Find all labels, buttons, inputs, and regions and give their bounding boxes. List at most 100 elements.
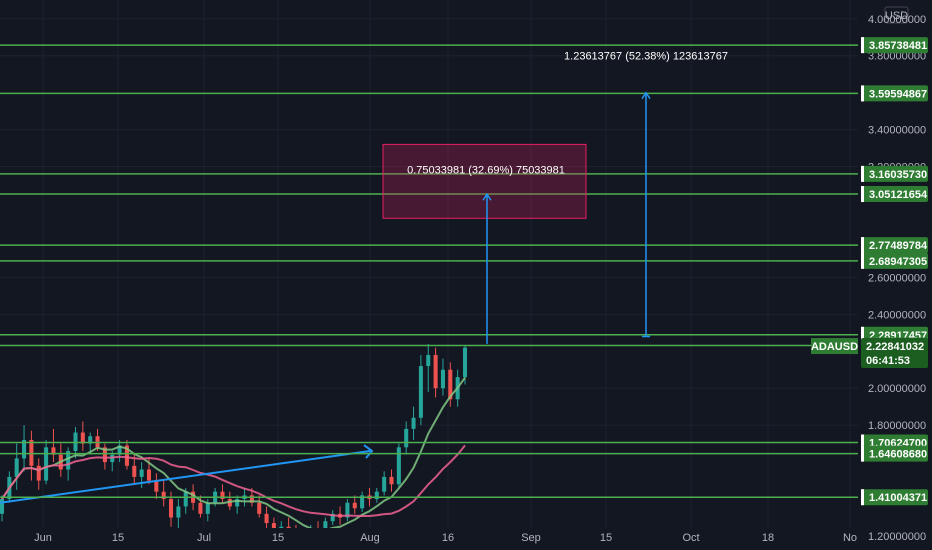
price-tick-label: 1.80000000 (868, 420, 926, 432)
price-level-tag (861, 85, 928, 102)
candle-body (235, 499, 240, 507)
price-level-tag-marker (861, 445, 864, 462)
last-price-tag (861, 338, 928, 369)
candle-body (124, 445, 129, 466)
price-level-tag-marker (861, 186, 864, 203)
candle-body (220, 491, 225, 500)
price-level-tag (861, 165, 928, 182)
measure-label: 0.75033981 (32.69%) 75033981 (407, 164, 565, 176)
measure-arrow-2-head (641, 91, 651, 100)
candle-body (102, 447, 107, 463)
time-tick-label: Jun (34, 532, 52, 544)
candle-body (389, 476, 394, 485)
price-level-label: 3.16035730 (869, 169, 927, 181)
candle-body (22, 439, 27, 459)
symbol-label: ADAUSD (811, 341, 858, 353)
candle-body (132, 465, 137, 477)
candle-body (44, 447, 49, 481)
price-level-tag-marker (861, 252, 864, 269)
candle-body (264, 513, 269, 524)
candle-body (0, 499, 5, 514)
candle-body (257, 502, 262, 514)
symbol-tag (811, 338, 858, 355)
candle-body (411, 417, 416, 429)
price-level-tag (861, 237, 928, 254)
candle-body (462, 347, 468, 378)
candle-body (198, 502, 203, 514)
time-tick-label: 15 (272, 532, 284, 544)
price-level-tag (861, 252, 928, 269)
candle-body (139, 469, 144, 477)
currency-label: USD (885, 10, 908, 22)
price-level-label: 1.41004371 (869, 492, 927, 504)
candle-body (426, 354, 431, 367)
time-tick-label: No (843, 532, 857, 544)
price-level-tag (861, 37, 928, 54)
time-tick-label: Oct (682, 532, 699, 544)
candle-body (404, 428, 409, 448)
candle-body (88, 436, 93, 444)
price-level-label: 3.85738481 (869, 40, 927, 52)
price-level-label: 3.05121654 (869, 189, 928, 201)
time-tick-label: 15 (112, 532, 124, 544)
candle-body (36, 465, 41, 481)
price-tick-label: 3.40000000 (868, 125, 926, 137)
price-level-label: 3.59594867 (869, 88, 927, 100)
price-level-label: 2.68947305 (869, 256, 927, 268)
candle-body (440, 369, 445, 389)
time-axis-panel (0, 528, 858, 550)
price-level-tag-marker (861, 489, 864, 506)
candle-body (169, 499, 174, 518)
price-level-tag-marker (861, 85, 864, 102)
price-level-tag-marker (861, 37, 864, 54)
time-tick-label: Sep (521, 532, 541, 544)
price-level-tag (861, 445, 928, 462)
measure-box[interactable] (382, 143, 587, 219)
candle-body (360, 495, 365, 509)
candle-body (323, 521, 328, 531)
trend-arrow-head (363, 444, 374, 459)
candle-body (396, 447, 401, 485)
candle-body (448, 369, 453, 400)
candle-body (161, 491, 166, 500)
price-level-label: 1.64608680 (869, 449, 927, 461)
time-tick-label: 15 (600, 532, 612, 544)
price-level-tag (861, 186, 928, 203)
measure-arrow-1-head (482, 192, 492, 201)
time-tick-label: Aug (360, 532, 380, 544)
time-tick-label: 16 (442, 532, 454, 544)
candle-body (66, 451, 71, 470)
price-tick-label: 2.40000000 (868, 309, 926, 321)
candle-body (271, 523, 276, 533)
candle-body (183, 491, 188, 507)
price-level-tag (861, 489, 928, 506)
price-level-tag-marker (861, 165, 864, 182)
time-tick-label: Jul (197, 532, 211, 544)
candle-body (374, 491, 379, 500)
price-level-tag-marker (861, 237, 864, 254)
candle-body (176, 506, 181, 518)
trend-arrow-line (0, 450, 371, 504)
candle-body (345, 502, 350, 518)
price-level-tag-marker (861, 326, 864, 343)
price-tick-label: 3.80000000 (868, 51, 926, 63)
candle-body (433, 354, 438, 389)
moving-average-slow (1, 444, 466, 518)
candle-body (418, 366, 423, 418)
price-tick-label: 2.00000000 (868, 383, 926, 395)
candle-body (80, 432, 85, 444)
time-tick-label: 18 (762, 532, 774, 544)
price-tick-label: 1.20000000 (868, 531, 926, 543)
countdown-label: 06:41:53 (866, 355, 910, 367)
last-price-label: 2.22841032 (866, 341, 924, 353)
measure-label: 1.23613767 (52.38%) 123613767 (564, 51, 728, 63)
price-tick-label: 2.60000000 (868, 272, 926, 284)
price-tick-label: 4.00000000 (868, 14, 926, 26)
candle-body (249, 495, 254, 503)
candle-body (352, 502, 357, 509)
candle-body (154, 480, 159, 492)
price-level-tag-marker (861, 434, 864, 451)
candle-body (382, 476, 387, 492)
